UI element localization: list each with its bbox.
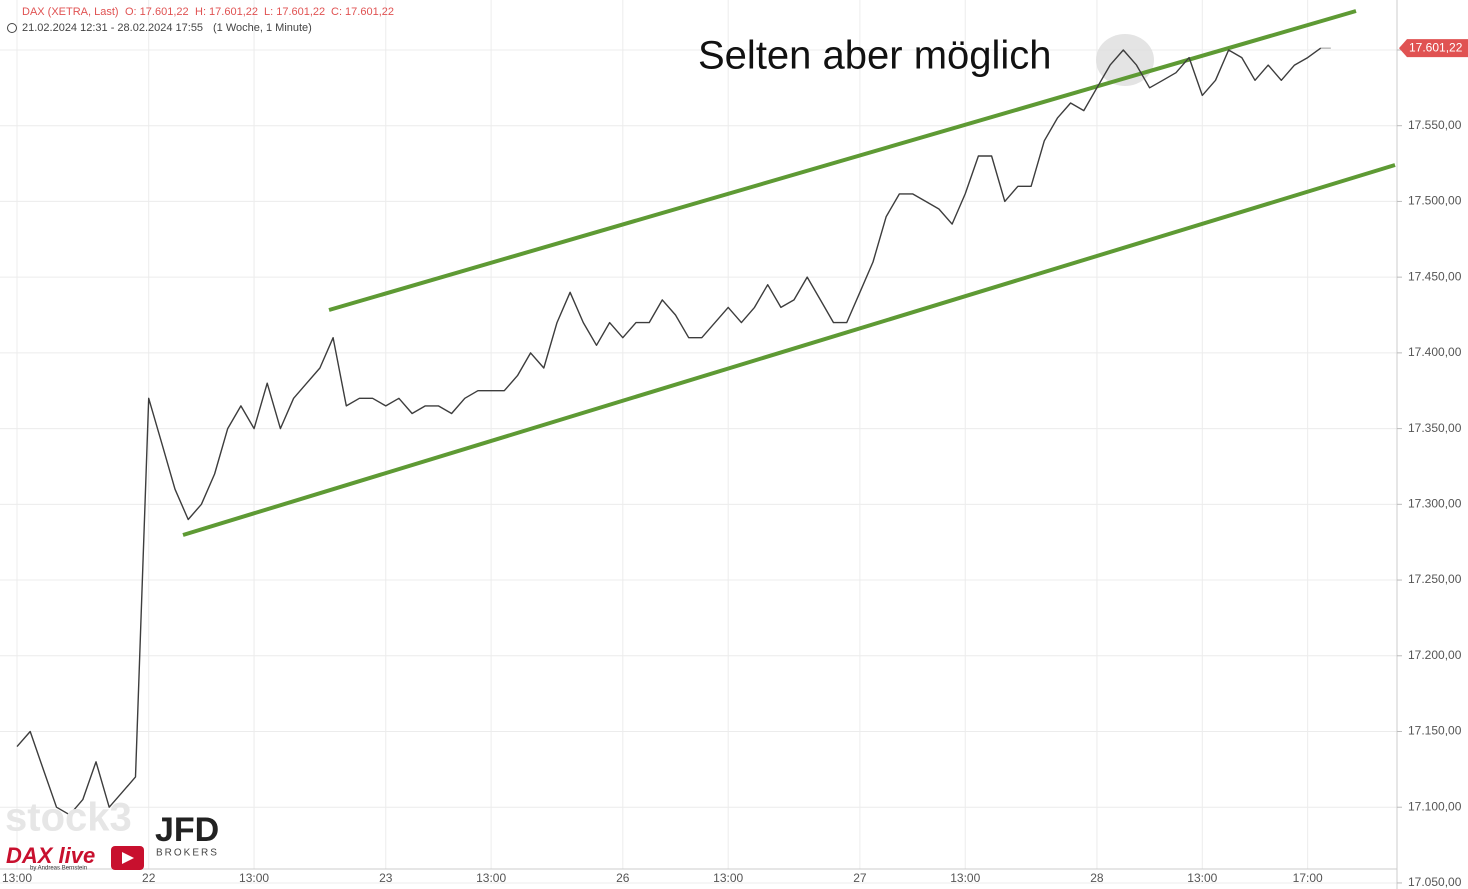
x-tick-label: 13:00 <box>1187 871 1217 885</box>
annotation: Selten aber möglich <box>698 34 1052 78</box>
instrument: DAX (XETRA, Last) <box>22 6 119 18</box>
x-tick-label: 22 <box>142 871 156 885</box>
x-tick-label: 13:00 <box>476 871 506 885</box>
y-tick-label: 17.100,00 <box>1408 799 1462 813</box>
y-tick-label: 17.250,00 <box>1408 572 1462 586</box>
grid <box>0 0 1397 884</box>
ohlc-open: O: 17.601,22 <box>125 6 189 18</box>
y-tick-label: 17.050,00 <box>1408 875 1462 889</box>
x-tick-label: 28 <box>1090 871 1104 885</box>
x-tick-label: 13:00 <box>2 871 32 885</box>
watermark-author: by Andreas Bernstein <box>30 866 87 872</box>
watermark-jfd: JFD <box>155 811 219 849</box>
watermark-dax-live: DAX live <box>6 843 95 868</box>
ohlc-low: L: 17.601,22 <box>264 6 325 18</box>
ohlc-close: C: 17.601,22 <box>331 6 394 18</box>
x-tick-label: 26 <box>616 871 630 885</box>
x-tick-label: 13:00 <box>239 871 269 885</box>
x-tick-label: 27 <box>853 871 867 885</box>
clock-icon <box>7 23 17 33</box>
y-tick-label: 17.200,00 <box>1408 648 1462 662</box>
last-price-tag <box>1399 39 1468 58</box>
period: 21.02.2024 12:31 - 28.02.2024 17:55 <box>22 22 203 34</box>
x-tick-label: 23 <box>379 871 393 885</box>
price-line <box>16 47 1322 816</box>
y-tick-label: 17.350,00 <box>1408 421 1462 435</box>
y-tick-label: 17.500,00 <box>1408 194 1462 208</box>
y-tick-label: 17.400,00 <box>1408 345 1462 359</box>
x-tick-label: 17:00 <box>1293 871 1323 885</box>
y-tick-label: 17.300,00 <box>1408 496 1462 510</box>
last-price-label: 17.601,22 <box>1409 40 1463 54</box>
watermark-brokers: BROKERS <box>156 848 219 859</box>
ohlc-high: H: 17.601,22 <box>195 6 258 18</box>
x-tick-label: 13:00 <box>950 871 980 885</box>
play-triangle <box>122 852 134 864</box>
channel-lower <box>182 163 1396 537</box>
x-tick-label: 13:00 <box>713 871 743 885</box>
channel-upper <box>328 9 1357 312</box>
y-tick-label: 17.550,00 <box>1408 118 1462 132</box>
resolution: (1 Woche, 1 Minute) <box>213 22 312 34</box>
y-tick-label: 17.450,00 <box>1408 269 1462 283</box>
plot <box>16 47 1322 816</box>
watermark-stock3: stock3 <box>5 796 132 840</box>
y-tick-label: 17.150,00 <box>1408 724 1462 738</box>
